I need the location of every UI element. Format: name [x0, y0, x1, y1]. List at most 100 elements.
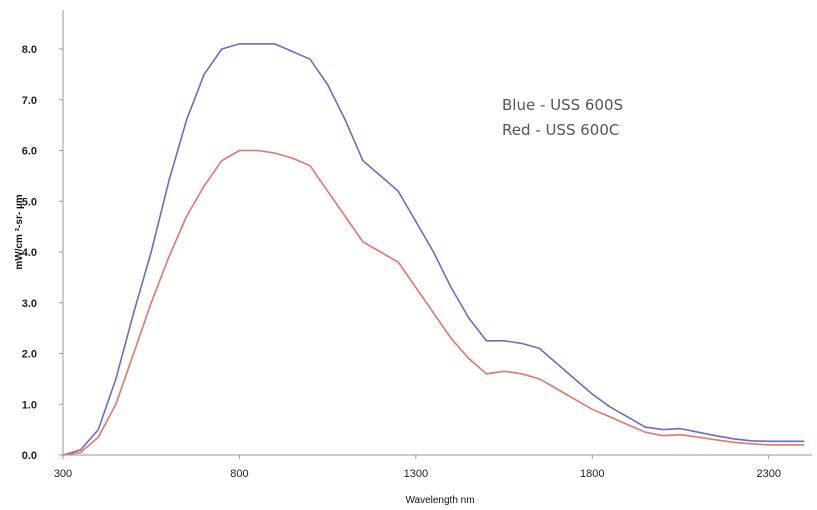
series-line-1 — [62, 149, 804, 456]
data-point-1 — [344, 215, 346, 218]
data-point-1 — [203, 185, 205, 187]
data-point-1 — [256, 149, 258, 152]
data-point-1 — [150, 302, 152, 304]
data-point-1 — [327, 190, 329, 192]
data-point-0 — [679, 428, 682, 430]
data-point-0 — [785, 440, 788, 442]
data-point-0 — [256, 43, 258, 45]
data-point-0 — [397, 190, 399, 192]
data-point-1 — [415, 286, 417, 289]
data-point-1 — [397, 261, 399, 263]
data-point-0 — [803, 440, 805, 442]
series-lines — [62, 43, 805, 456]
y-tick-label: 1.0 — [22, 399, 37, 411]
data-point-0 — [203, 73, 205, 75]
y-tick-label: 5.0 — [22, 196, 37, 208]
data-point-1 — [768, 444, 770, 446]
data-point-0 — [468, 317, 470, 319]
data-point-0 — [644, 426, 646, 428]
x-axis-title: Wavelength nm — [405, 495, 474, 506]
data-point-0 — [538, 347, 541, 349]
data-point-1 — [432, 312, 435, 314]
data-point-1 — [468, 358, 470, 360]
data-point-0 — [485, 340, 487, 342]
data-point-1 — [556, 388, 558, 390]
data-point-1 — [750, 443, 752, 445]
x-tick-label: 1800 — [580, 468, 604, 480]
data-point-1 — [485, 373, 487, 375]
data-point-0 — [362, 160, 364, 162]
data-point-0 — [697, 431, 699, 433]
data-point-1 — [732, 441, 735, 443]
y-tick-label: 7.0 — [22, 95, 37, 107]
data-point-0 — [574, 378, 576, 380]
data-point-0 — [732, 438, 735, 440]
data-point-1 — [97, 436, 99, 438]
data-point-1 — [185, 215, 188, 218]
x-tick-label: 800 — [230, 468, 248, 480]
y-tick-label: 6.0 — [22, 146, 37, 158]
data-point-1 — [574, 398, 576, 400]
x-tick-label: 1300 — [404, 468, 428, 480]
data-point-1 — [538, 378, 541, 380]
series-line-0 — [62, 43, 804, 456]
data-point-1 — [133, 352, 135, 355]
data-point-0 — [521, 342, 523, 344]
data-point-1 — [803, 444, 805, 446]
data-point-0 — [291, 50, 293, 53]
data-point-1 — [609, 416, 611, 418]
data-point-0 — [97, 429, 99, 431]
y-tick-label: 3.0 — [22, 298, 37, 310]
data-point-0 — [715, 435, 717, 437]
data-point-1 — [591, 408, 593, 410]
data-point-0 — [662, 429, 664, 431]
data-point-1 — [503, 370, 505, 372]
data-point-0 — [327, 83, 329, 86]
data-point-0 — [591, 393, 593, 395]
y-tick-label: 4.0 — [22, 247, 37, 259]
data-point-1 — [521, 373, 523, 375]
data-point-0 — [609, 406, 611, 408]
data-point-0 — [150, 251, 152, 253]
data-point-1 — [80, 451, 82, 454]
data-point-1 — [450, 337, 452, 339]
data-point-0 — [168, 180, 170, 182]
data-point-1 — [221, 160, 223, 162]
data-point-1 — [168, 256, 170, 258]
data-point-1 — [697, 436, 699, 438]
y-axis-title: mW/cm ²-sr- µm — [14, 194, 25, 269]
data-point-0 — [274, 43, 276, 45]
data-point-1 — [238, 149, 240, 152]
data-point-1 — [644, 431, 646, 433]
y-tick-label: 0.0 — [22, 450, 37, 462]
x-ticks: 300 800 1300 1800 2300 — [54, 455, 781, 480]
data-point-1 — [662, 435, 664, 437]
data-point-1 — [785, 444, 788, 446]
data-point-0 — [503, 340, 505, 342]
data-point-0 — [380, 175, 382, 177]
data-point-0 — [309, 58, 311, 60]
y-tick-label: 8.0 — [22, 44, 37, 56]
data-point-1 — [309, 165, 311, 167]
data-point-1 — [115, 403, 117, 405]
data-point-0 — [80, 449, 82, 451]
y-ticks: 0.0 1.0 2.0 3.0 4.0 5.0 6.0 7.0 8.0 — [22, 44, 63, 462]
data-point-1 — [291, 157, 293, 159]
data-point-0 — [415, 221, 417, 223]
data-point-1 — [679, 434, 682, 436]
annotation-red: Red - USS 600C — [502, 121, 619, 139]
data-point-0 — [768, 440, 770, 442]
data-point-0 — [115, 378, 117, 380]
data-point-1 — [380, 251, 382, 253]
data-point-0 — [238, 43, 240, 45]
data-point-0 — [221, 48, 223, 50]
data-point-0 — [627, 416, 629, 418]
data-point-0 — [556, 363, 558, 365]
x-tick-label: 2300 — [756, 468, 780, 480]
data-point-0 — [432, 251, 435, 253]
annotation-blue: Blue - USS 600S — [502, 96, 623, 114]
data-point-0 — [750, 440, 752, 442]
data-point-0 — [344, 119, 346, 121]
data-point-0 — [450, 286, 452, 289]
